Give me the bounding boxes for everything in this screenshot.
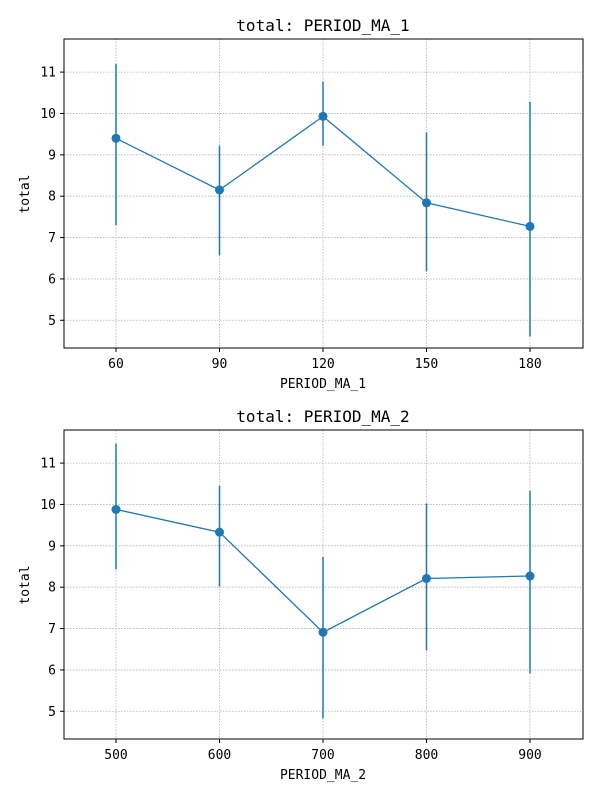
- data-point: [318, 627, 328, 637]
- plot-area: 5 6 7 8 9 10 11 500 600 700 800 900: [40, 429, 584, 763]
- y-tick-label: 7: [48, 622, 56, 637]
- data-point: [422, 574, 431, 584]
- data-point: [215, 527, 224, 537]
- subplot-2: total: PERIOD_MA_2 5 6 7 8 9 10 11 500 600 700 800…: [18, 407, 584, 783]
- y-tick-label: 11: [40, 66, 56, 81]
- y-tick-label: 8: [48, 190, 56, 205]
- x-tick-label: 500: [104, 748, 127, 763]
- x-tick-label: 60: [108, 357, 124, 372]
- data-point: [111, 133, 121, 143]
- y-tick-label: 10: [40, 498, 56, 513]
- x-tick-label: 120: [311, 357, 334, 372]
- y-tick-label: 7: [48, 231, 56, 246]
- y-tick-label: 8: [48, 581, 56, 596]
- data-point: [422, 198, 431, 208]
- data-point: [215, 185, 224, 195]
- y-axis-label: total: [18, 174, 33, 213]
- y-tick-label: 5: [48, 314, 56, 329]
- x-tick-label: 800: [415, 748, 438, 763]
- x-axis-label: PERIOD_MA_2: [280, 768, 366, 783]
- x-axis-label: PERIOD_MA_1: [280, 377, 366, 392]
- x-tick-label: 180: [518, 357, 541, 372]
- data-point: [318, 111, 328, 121]
- data-point: [111, 504, 121, 514]
- y-tick-label: 9: [48, 148, 56, 163]
- plot-area: 5 6 7 8 9 10 11 60 90 120 150 180: [40, 38, 584, 372]
- y-tick-label: 6: [48, 272, 56, 287]
- x-tick-label: 700: [311, 748, 334, 763]
- chart-title: total: PERIOD_MA_1: [236, 16, 409, 35]
- data-point: [525, 571, 535, 581]
- x-tick-label: 600: [208, 748, 231, 763]
- chart-title: total: PERIOD_MA_2: [236, 407, 409, 426]
- y-tick-label: 11: [40, 457, 56, 472]
- x-tick-label: 150: [415, 357, 438, 372]
- y-tick-label: 5: [48, 705, 56, 720]
- x-tick-label: 90: [212, 357, 228, 372]
- subplot-1: total: PERIOD_MA_1 5 6 7 8 9 10 11 60 90 120 150 18…: [18, 16, 584, 392]
- x-tick-label: 900: [518, 748, 541, 763]
- y-tick-label: 9: [48, 539, 56, 554]
- y-tick-label: 6: [48, 663, 56, 678]
- y-axis-label: total: [18, 565, 33, 604]
- y-tick-label: 10: [40, 107, 56, 122]
- data-point: [525, 221, 535, 231]
